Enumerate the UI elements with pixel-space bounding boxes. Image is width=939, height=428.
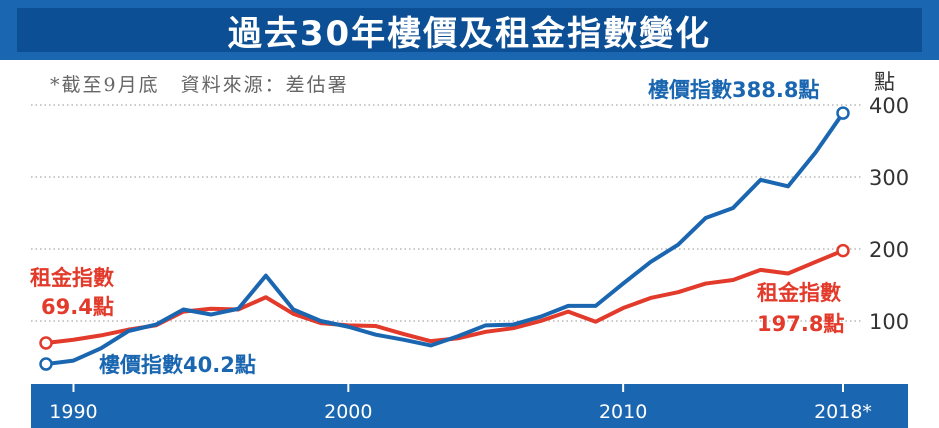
endpoint-markers: [39, 106, 850, 371]
y-axis-unit-label: 點: [874, 70, 895, 94]
rent-start-name-label: 租金指數: [30, 266, 114, 290]
rent-index-line: [44, 248, 845, 346]
x-tick-label-2018: 2018*: [814, 401, 872, 423]
rent-end-value-label: 197.8點: [757, 312, 844, 336]
y-tick-label-200: 200: [869, 238, 909, 262]
y-tick-label-400: 400: [869, 94, 909, 118]
housing-start-label: 樓價指數40.2點: [99, 353, 256, 377]
x-axis-ticks: 1990 2000 2010 2018*: [49, 384, 872, 423]
series-lines: [44, 111, 845, 367]
rent-end-point: [836, 243, 850, 258]
housing-end-label: 樓價指數388.8點: [648, 78, 819, 102]
housing-index-line: [44, 111, 845, 367]
x-tick-label-2000: 2000: [324, 401, 372, 423]
x-tick-label-1990: 1990: [49, 401, 97, 423]
rent-start-value-label: 69.4點: [41, 295, 114, 319]
housing-start-point: [39, 357, 53, 371]
x-tick-label-2010: 2010: [599, 401, 647, 423]
gridlines: [31, 104, 862, 322]
x-axis-bar: [31, 384, 908, 428]
housing-end-point: [836, 106, 850, 120]
chart-title: 過去30年樓價及租金指數變化: [17, 8, 922, 54]
rent-end-name-label: 租金指數: [757, 281, 841, 305]
y-axis-ticks: 100 200 300 400: [869, 94, 909, 334]
y-tick-label-300: 300: [869, 166, 909, 190]
rent-start-point: [39, 336, 53, 350]
y-tick-label-100: 100: [869, 310, 909, 334]
source-note: *截至9月底 資料來源：差估署: [50, 74, 349, 96]
title-bar: 過去30年樓價及租金指數變化: [0, 0, 939, 60]
